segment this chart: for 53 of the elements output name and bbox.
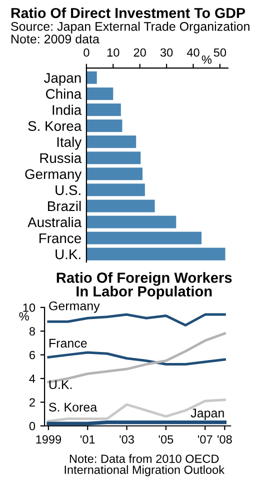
x-tick-label: '07 (198, 435, 212, 444)
y-tick-label: Russia (40, 152, 82, 164)
y-tick-label: U.S. (56, 185, 80, 196)
x-tick-label: '05 (158, 435, 174, 444)
x-tick-label: 20 (134, 48, 146, 57)
chart-title: Ratio Of Direct Investment To GDP (11, 8, 246, 18)
bar (86, 184, 145, 196)
x-tick-label: '08 (218, 435, 232, 444)
y-tick-label: 0 (29, 422, 36, 430)
bar (86, 103, 121, 116)
text: Note: 2009 data (12, 34, 100, 44)
y-tick-label: 10 (23, 303, 36, 312)
y-tick-label: Japan (44, 73, 81, 86)
bar (86, 120, 122, 132)
line-series (47, 398, 226, 422)
bar (86, 152, 141, 164)
x-tick-label: 30 (160, 48, 173, 57)
bar (86, 200, 155, 212)
text: Note: Data from 2010 OECD International Migration Outlook (64, 454, 225, 476)
y-tick-label: France (40, 234, 81, 244)
x-tick-label: '01 (80, 435, 95, 444)
y-tick-label: S. Korea (28, 121, 82, 131)
y-tick-label: China (46, 88, 82, 99)
chart-subtitle: Source: Japan External Trade Organization (11, 22, 250, 34)
chart-title: Ratio Of Foreign Workers In Labor Population (56, 272, 232, 300)
y-tick-label: 4 (29, 374, 36, 383)
x-tick-label: 10 (107, 48, 120, 57)
y-tick-label: 6 (30, 350, 35, 360)
x-tick-label: '03 (120, 435, 134, 444)
line-series (47, 313, 226, 326)
y-tick-label: 8 (29, 327, 35, 336)
y-tick-label: U.K. (56, 250, 80, 260)
bar (86, 71, 97, 84)
line-series (47, 351, 226, 366)
bar (86, 168, 143, 180)
y-tick-label: Brazil (48, 200, 81, 212)
x-tick-label: 40 (186, 48, 200, 57)
y-tick-label: Australia (28, 216, 82, 228)
bar (86, 216, 176, 228)
y-tick-label: India (52, 104, 82, 115)
x-tick-label: 0 (84, 48, 90, 57)
bar (86, 87, 114, 100)
bar (86, 248, 226, 260)
bar (86, 136, 136, 148)
y-tick-label: 2 (30, 398, 35, 406)
y-tick-label: Germany (25, 169, 82, 182)
bar (86, 232, 202, 244)
x-tick-label: 1999 (36, 435, 62, 444)
x-tick-label: 50 (214, 48, 226, 57)
y-axis-title: % (19, 312, 29, 321)
y-tick-label: Italy (57, 136, 82, 150)
series-label: Japan (190, 408, 224, 420)
x-axis-title: % (202, 55, 212, 64)
